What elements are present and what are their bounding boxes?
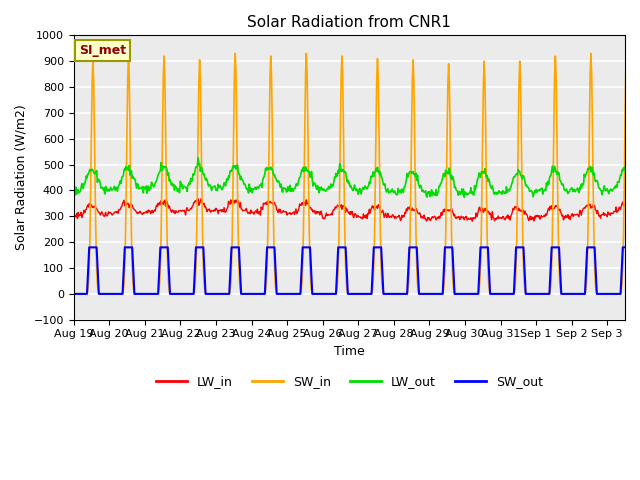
SW_in bbox=[422, 291, 429, 297]
LW_out bbox=[70, 189, 77, 194]
LW_in bbox=[70, 210, 77, 216]
SW_in bbox=[392, 291, 400, 297]
LW_in bbox=[622, 203, 630, 208]
LW_out bbox=[422, 188, 429, 193]
SW_in bbox=[372, 125, 380, 131]
SW_out bbox=[191, 276, 198, 281]
Legend: LW_in, SW_in, LW_out, SW_out: LW_in, SW_in, LW_out, SW_out bbox=[151, 370, 548, 393]
SW_out bbox=[372, 244, 380, 250]
SW_in bbox=[451, 290, 458, 296]
LW_out bbox=[622, 163, 630, 169]
SW_out bbox=[85, 244, 93, 250]
SW_out bbox=[451, 291, 458, 297]
SW_out bbox=[500, 291, 508, 297]
LW_in bbox=[372, 204, 380, 210]
LW_in bbox=[392, 215, 400, 221]
LW_in bbox=[451, 211, 458, 217]
LW_in bbox=[190, 200, 198, 205]
LW_out bbox=[190, 172, 198, 178]
LW_in bbox=[422, 216, 429, 222]
LW_out bbox=[195, 155, 202, 161]
SW_in bbox=[622, 71, 630, 76]
Title: Solar Radiation from CNR1: Solar Radiation from CNR1 bbox=[248, 15, 451, 30]
SW_out bbox=[622, 244, 630, 250]
Line: LW_out: LW_out bbox=[74, 158, 626, 197]
Y-axis label: Solar Radiation (W/m2): Solar Radiation (W/m2) bbox=[15, 105, 28, 251]
LW_in bbox=[197, 196, 205, 202]
LW_out bbox=[460, 194, 468, 200]
LW_out bbox=[500, 191, 508, 196]
SW_in bbox=[70, 291, 77, 297]
SW_in bbox=[232, 50, 239, 56]
SW_in bbox=[500, 291, 508, 297]
LW_in bbox=[468, 218, 476, 224]
LW_out bbox=[392, 192, 400, 197]
SW_out bbox=[422, 291, 429, 297]
Line: LW_in: LW_in bbox=[74, 199, 626, 221]
X-axis label: Time: Time bbox=[334, 345, 365, 358]
Text: SI_met: SI_met bbox=[79, 44, 126, 57]
LW_out bbox=[372, 166, 380, 171]
SW_in bbox=[190, 290, 198, 296]
Line: SW_out: SW_out bbox=[74, 247, 626, 294]
LW_in bbox=[500, 216, 508, 222]
Line: SW_in: SW_in bbox=[74, 53, 626, 294]
SW_out bbox=[70, 291, 77, 297]
SW_out bbox=[392, 291, 400, 297]
LW_out bbox=[451, 185, 458, 191]
